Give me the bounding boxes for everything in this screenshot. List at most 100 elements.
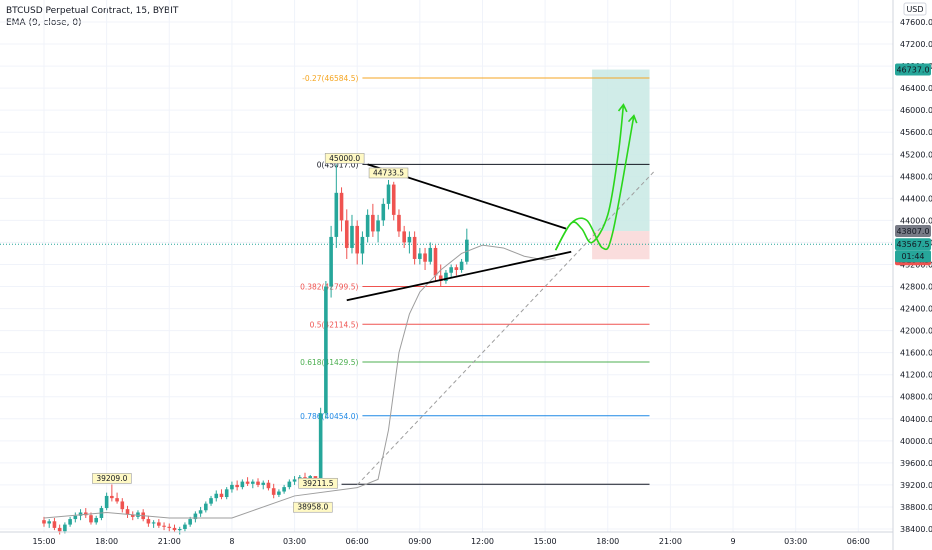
candle-body (459, 261, 464, 270)
x-tick-label: 15:00 (534, 537, 557, 546)
candle-body (397, 214, 401, 232)
y-tick-label: 40800.0 (900, 393, 932, 402)
low-left-label: 39209.0 (96, 474, 127, 483)
price-tag: 43567.5 (896, 240, 929, 249)
currency-unit-box (903, 2, 927, 16)
symbol-title[interactable]: BTCUSD Perpetual Contract, 15, BYBIT (6, 6, 179, 16)
candle-body (47, 521, 52, 524)
y-axis-panel (893, 0, 932, 550)
candle-body (292, 479, 297, 482)
candle-body (224, 489, 229, 498)
fib-level-label: 0(45017.0) (317, 160, 359, 169)
candle-body (63, 524, 67, 532)
peak2-label: 44733.5 (373, 168, 404, 177)
candle-body (256, 481, 260, 485)
candle-body (157, 522, 161, 526)
candle-body (146, 519, 151, 524)
y-tick-label: 44000.0 (900, 216, 932, 225)
y-tick-label: 42800.0 (900, 283, 932, 292)
currency-unit-label: USD (906, 5, 923, 14)
candle-body (402, 231, 406, 243)
price-tag-bg (895, 238, 931, 251)
x-tick-label: 8 (229, 537, 234, 546)
candle-body (188, 519, 192, 525)
y-tick-label: 46400.0 (900, 84, 932, 93)
candle-body (376, 220, 380, 232)
x-tick-label: 9 (730, 537, 735, 546)
candle-body (183, 524, 187, 529)
fib-level-label: 0.382(42799.5) (300, 283, 358, 292)
candle-body (407, 236, 412, 243)
fib-level-label: 0.5(42114.5) (310, 320, 359, 329)
candle-body (308, 476, 313, 480)
y-tick-label: 39200.0 (900, 481, 932, 490)
x-tick-label: 12:00 (471, 537, 494, 546)
candle-body (115, 498, 119, 502)
y-axis[interactable]: USD47600.047200.046800.046400.046000.045… (892, 0, 932, 550)
candle-body (104, 495, 109, 509)
candle-body (177, 529, 182, 531)
candle-body (57, 527, 62, 532)
candle-body (355, 225, 359, 254)
candle-body (324, 286, 328, 414)
x-tick-label: 18:00 (95, 537, 118, 546)
candle-body (204, 503, 208, 511)
countdown-label: 01:44 (901, 252, 924, 261)
candle-body (214, 493, 219, 499)
candle-body (235, 484, 239, 488)
candle-body (120, 501, 125, 510)
candle-body (251, 481, 255, 484)
price-tag-bg (895, 63, 931, 76)
candle-body (130, 514, 135, 517)
x-tick-label: 09:00 (408, 537, 431, 546)
candle-body (110, 495, 114, 499)
candle-body (465, 239, 469, 262)
candle-body (444, 272, 448, 282)
candle-body (198, 510, 203, 514)
high-label-bg (324, 153, 365, 164)
candle-body (245, 481, 250, 484)
candle-body (162, 525, 166, 527)
peak2-label-bg (368, 167, 409, 179)
y-tick-label: 40400.0 (900, 415, 932, 424)
base-label-bg (298, 477, 338, 489)
ema-polyline (43, 244, 556, 519)
forecast-arrow-2-head (627, 114, 638, 124)
y-tick-label: 39600.0 (900, 459, 932, 468)
target-zone (592, 69, 650, 232)
candle-body (151, 522, 156, 524)
candle-body (423, 253, 427, 262)
position-zones (0, 69, 893, 260)
candle-body (386, 184, 391, 204)
y-tick-label: 46000.0 (900, 106, 932, 115)
fibonacci-levels: -0.27(46584.5) 0(45017.0) 0.382(42799.5) 0.… (300, 74, 650, 485)
y-tick-label: 42000.0 (900, 327, 932, 336)
candle-body (344, 220, 349, 248)
y-tick-label: 47200.0 (900, 40, 932, 49)
candle-body (350, 225, 354, 248)
candle-body (334, 192, 339, 237)
candle-body (433, 247, 438, 276)
x-tick-label: 18:00 (596, 537, 619, 546)
y-tick-label: 40000.0 (900, 437, 932, 446)
candle-body (136, 512, 140, 517)
dashed-trendline (356, 170, 656, 486)
x-tick-label: 21:00 (158, 537, 181, 546)
candle-body (412, 236, 417, 259)
candle-body (240, 481, 245, 488)
candle-body (360, 236, 365, 254)
candle-body (271, 488, 276, 495)
candle-body (78, 512, 83, 516)
fib-level-label: 0.786(40454.0) (300, 412, 358, 421)
x-axis[interactable]: 15:00 18:00 21:00 8 03:00 06:00 09:00 12:00 15:0… (0, 531, 893, 546)
fib-level-label: 0.618(41429.5) (300, 358, 358, 367)
y-tick-label: 45600.0 (900, 128, 932, 137)
grid-lines (0, 0, 893, 532)
y-tick-label: 42400.0 (900, 305, 932, 314)
x-tick-label: 06:00 (346, 537, 369, 546)
low-left-label-bg (92, 473, 132, 484)
candle-body (282, 487, 286, 492)
y-tick-label: 47600.0 (900, 18, 932, 27)
stop-zone (592, 231, 650, 260)
